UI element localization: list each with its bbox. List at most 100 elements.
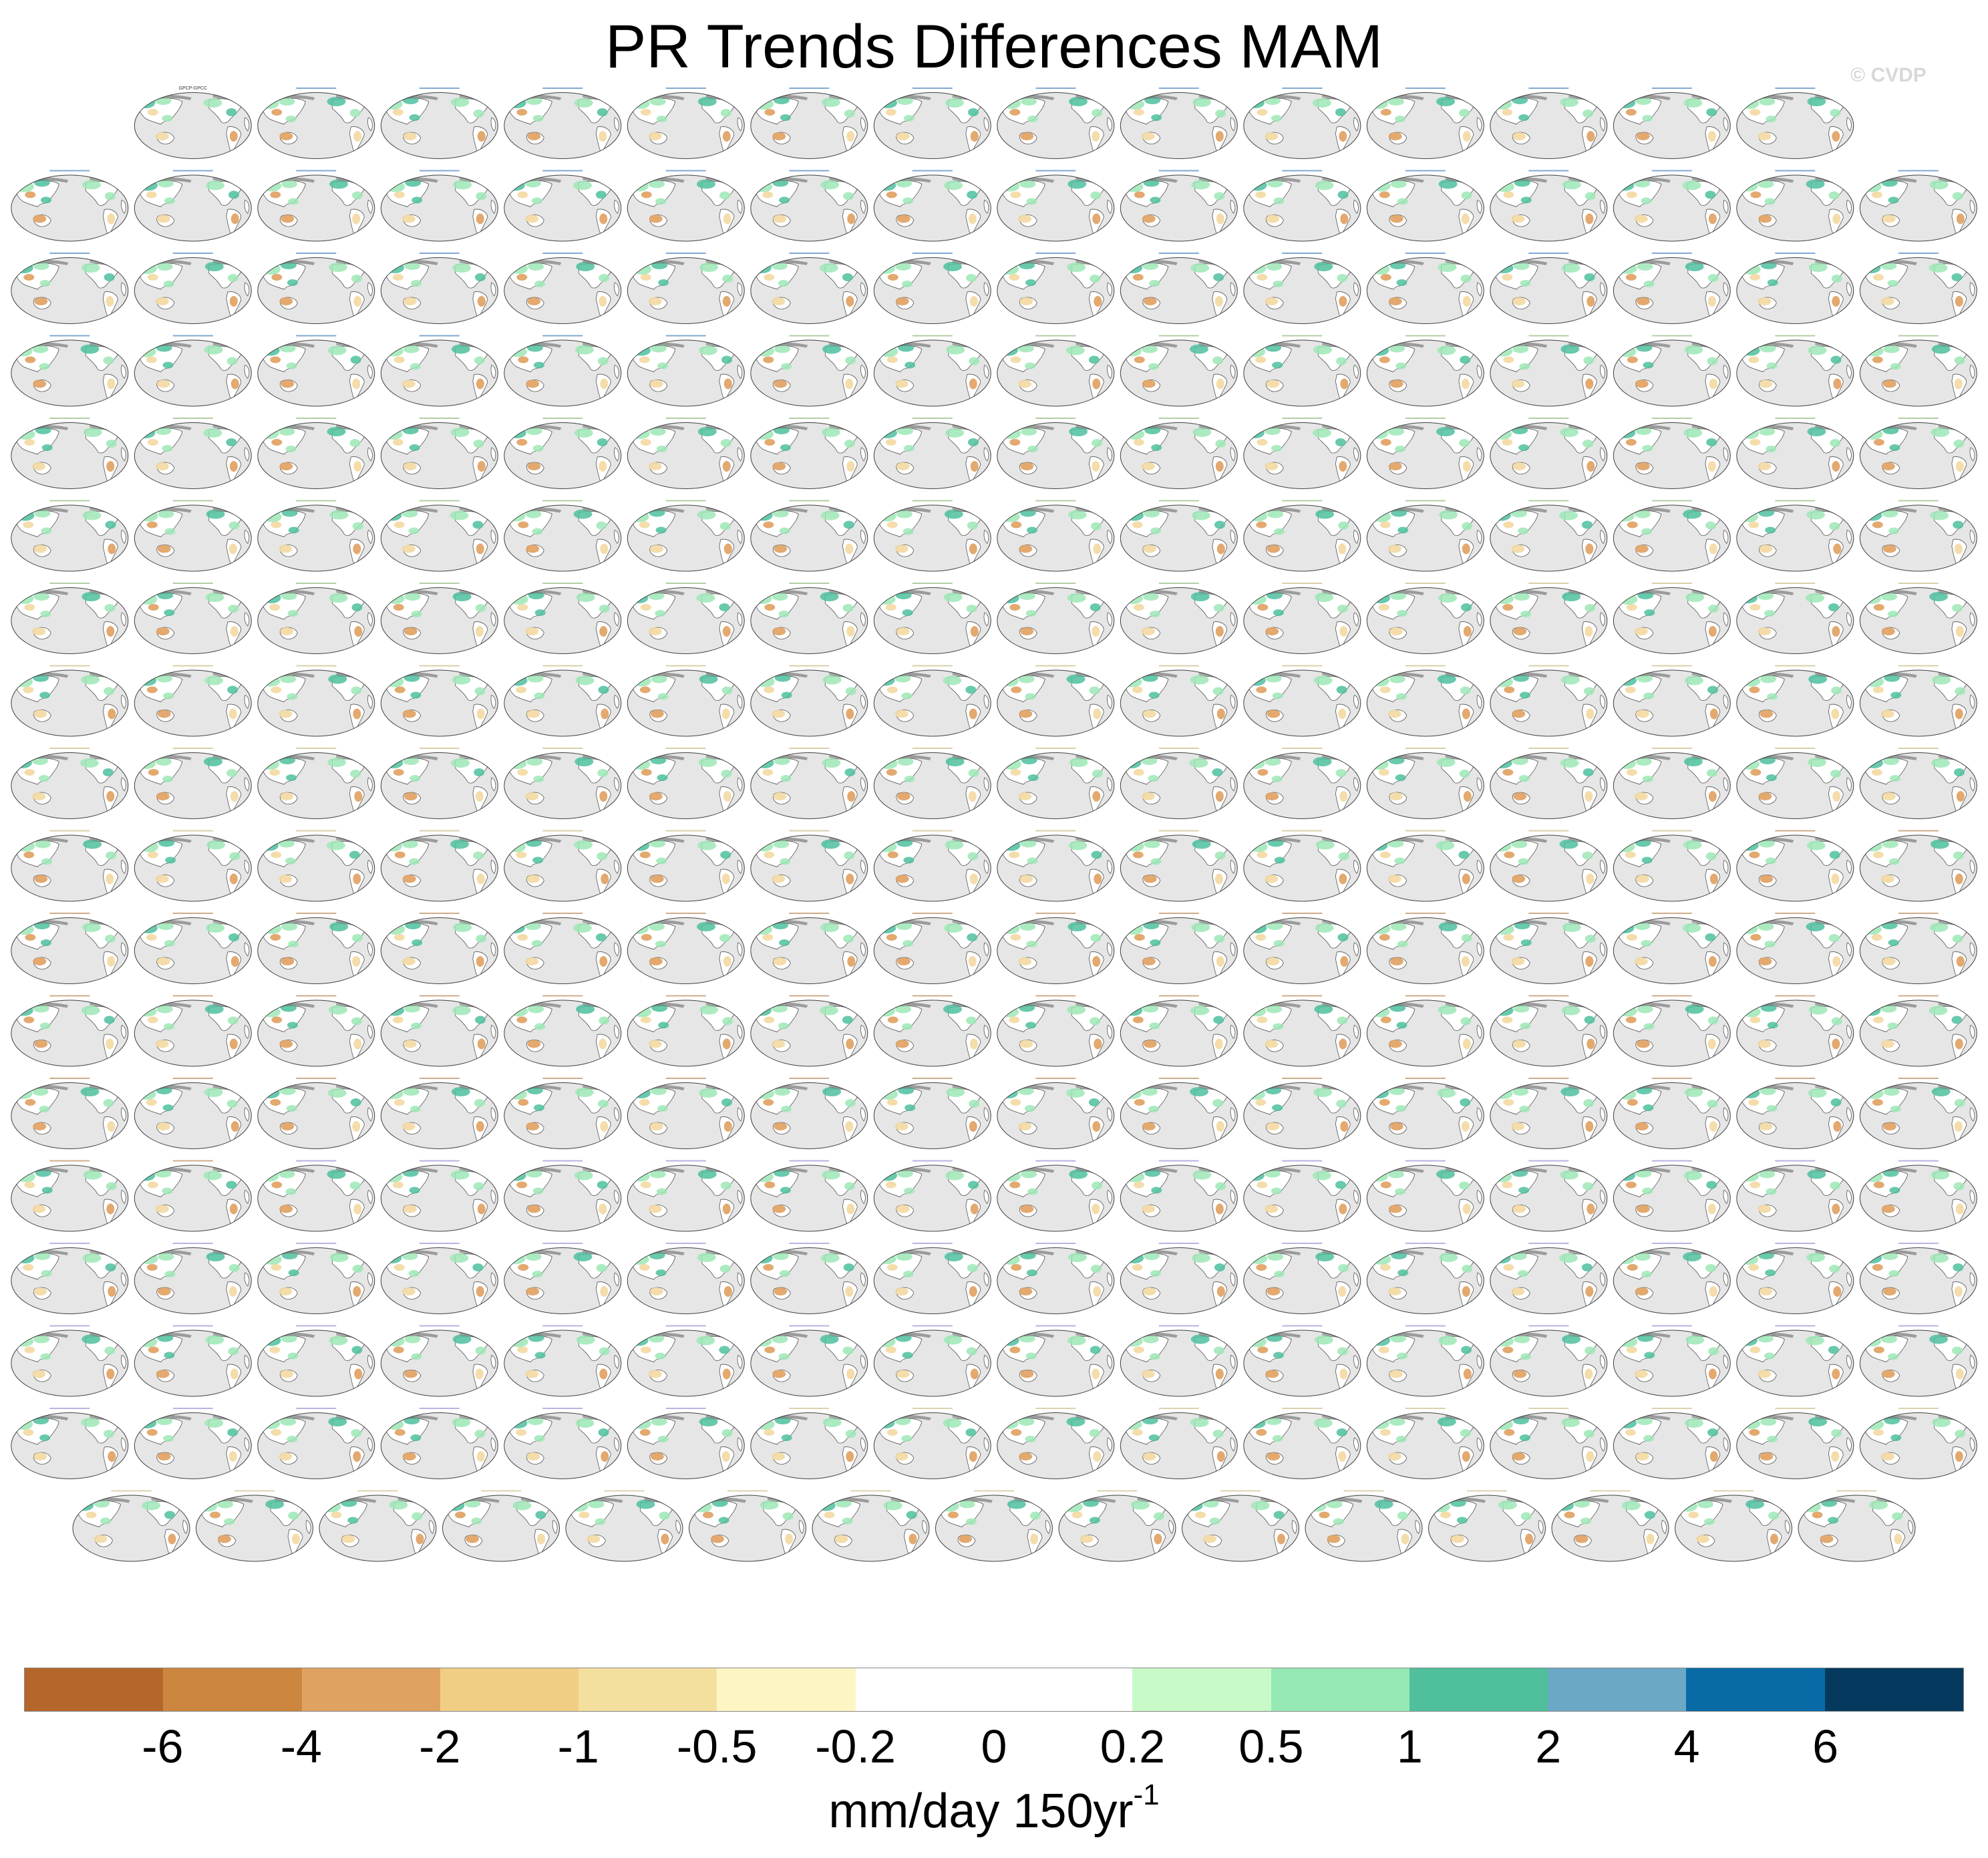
map-panel bbox=[1613, 1325, 1731, 1397]
map-panel bbox=[997, 995, 1115, 1067]
map-panel bbox=[627, 253, 745, 324]
map-panel bbox=[1613, 500, 1731, 572]
colorbar-tick-label: 2 bbox=[1535, 1720, 1562, 1772]
map-panel bbox=[1490, 913, 1608, 984]
map-panel bbox=[1613, 913, 1731, 984]
map-panel bbox=[627, 1160, 745, 1232]
map-panel bbox=[750, 665, 868, 737]
colorbar-box bbox=[993, 1668, 1133, 1711]
map-panel bbox=[997, 88, 1115, 159]
map-panel bbox=[1859, 830, 1977, 902]
colorbar-box bbox=[1132, 1668, 1271, 1711]
map-panel bbox=[1120, 418, 1238, 489]
map-panel bbox=[997, 418, 1115, 489]
map-panel bbox=[1366, 500, 1484, 572]
map-panel bbox=[11, 583, 129, 654]
map-panel bbox=[380, 830, 498, 902]
map-panel bbox=[504, 665, 622, 737]
map-panel bbox=[812, 1490, 930, 1562]
map-panel bbox=[11, 500, 129, 572]
map-panel bbox=[565, 1490, 683, 1562]
units-exponent: -1 bbox=[1133, 1778, 1160, 1811]
map-panel bbox=[1613, 170, 1731, 242]
map-panel bbox=[504, 1078, 622, 1149]
map-panel bbox=[257, 830, 375, 902]
map-panel bbox=[380, 170, 498, 242]
map-panel bbox=[873, 665, 991, 737]
map-panel bbox=[134, 830, 252, 902]
map-panel bbox=[1859, 500, 1977, 572]
map-panel bbox=[997, 253, 1115, 324]
colorbar-tick-label: -0.5 bbox=[676, 1720, 758, 1772]
map-panel bbox=[627, 335, 745, 407]
map-panel bbox=[1859, 1408, 1977, 1479]
colorbar-tick-label: -1 bbox=[557, 1720, 599, 1772]
map-panel bbox=[134, 1325, 252, 1397]
map-panel bbox=[1243, 830, 1361, 902]
colorbar-tick-label: 0.5 bbox=[1238, 1720, 1304, 1772]
map-panel bbox=[750, 500, 868, 572]
map-panel bbox=[627, 665, 745, 737]
map-panel bbox=[873, 748, 991, 819]
map-panel bbox=[257, 418, 375, 489]
map-panel bbox=[442, 1490, 560, 1562]
map-panel bbox=[1490, 253, 1608, 324]
watermark: © CVDP bbox=[1850, 64, 1927, 86]
map-panel bbox=[504, 335, 622, 407]
map-panel bbox=[997, 335, 1115, 407]
map-panel bbox=[1859, 748, 1977, 819]
map-panel bbox=[1490, 500, 1608, 572]
colorbar-box bbox=[1548, 1668, 1687, 1711]
map-panel bbox=[1366, 1408, 1484, 1479]
map-panel bbox=[1859, 665, 1977, 737]
map-panel bbox=[1613, 1243, 1731, 1314]
map-panel bbox=[1859, 1243, 1977, 1314]
map-panel bbox=[134, 583, 252, 654]
map-panel bbox=[1736, 170, 1854, 242]
map-panel bbox=[1243, 995, 1361, 1067]
map-panel bbox=[1182, 1490, 1299, 1562]
map-panel bbox=[504, 1160, 622, 1232]
map-panel bbox=[11, 418, 129, 489]
map-panel bbox=[1859, 583, 1977, 654]
map-panel bbox=[504, 1243, 622, 1314]
map-panel bbox=[997, 1325, 1115, 1397]
colorbar-box bbox=[301, 1668, 440, 1711]
map-panel bbox=[1366, 913, 1484, 984]
colorbar-tick-label: -2 bbox=[419, 1720, 461, 1772]
map-panel bbox=[1490, 583, 1608, 654]
colorbar-tick-label: 0 bbox=[981, 1720, 1007, 1772]
map-panel bbox=[11, 995, 129, 1067]
map-panel bbox=[134, 253, 252, 324]
map-panel bbox=[504, 583, 622, 654]
map-panel bbox=[1366, 665, 1484, 737]
map-panel bbox=[1490, 88, 1608, 159]
map-panel bbox=[1120, 1243, 1238, 1314]
map-panel bbox=[1120, 253, 1238, 324]
map-panel bbox=[997, 1408, 1115, 1479]
map-panel bbox=[1613, 418, 1731, 489]
map-panel bbox=[1120, 583, 1238, 654]
map-panel bbox=[504, 830, 622, 902]
map-panel bbox=[134, 170, 252, 242]
colorbar-tick-label: -4 bbox=[280, 1720, 322, 1772]
map-panel bbox=[1613, 583, 1731, 654]
map-panel bbox=[257, 913, 375, 984]
map-panel bbox=[1675, 1490, 1792, 1562]
map-panel bbox=[873, 418, 991, 489]
map-panel bbox=[873, 995, 991, 1067]
map-panel bbox=[1736, 500, 1854, 572]
map-panel bbox=[997, 665, 1115, 737]
map-panel bbox=[627, 995, 745, 1067]
map-panel bbox=[750, 1408, 868, 1479]
map-panel bbox=[11, 335, 129, 407]
map-panel bbox=[627, 748, 745, 819]
map-panel bbox=[1859, 1160, 1977, 1232]
map-panel bbox=[1120, 830, 1238, 902]
map-panel bbox=[257, 748, 375, 819]
map-panel bbox=[873, 583, 991, 654]
map-panel bbox=[380, 1160, 498, 1232]
map-panel bbox=[627, 830, 745, 902]
map-panel bbox=[11, 913, 129, 984]
map-panel bbox=[1243, 583, 1361, 654]
